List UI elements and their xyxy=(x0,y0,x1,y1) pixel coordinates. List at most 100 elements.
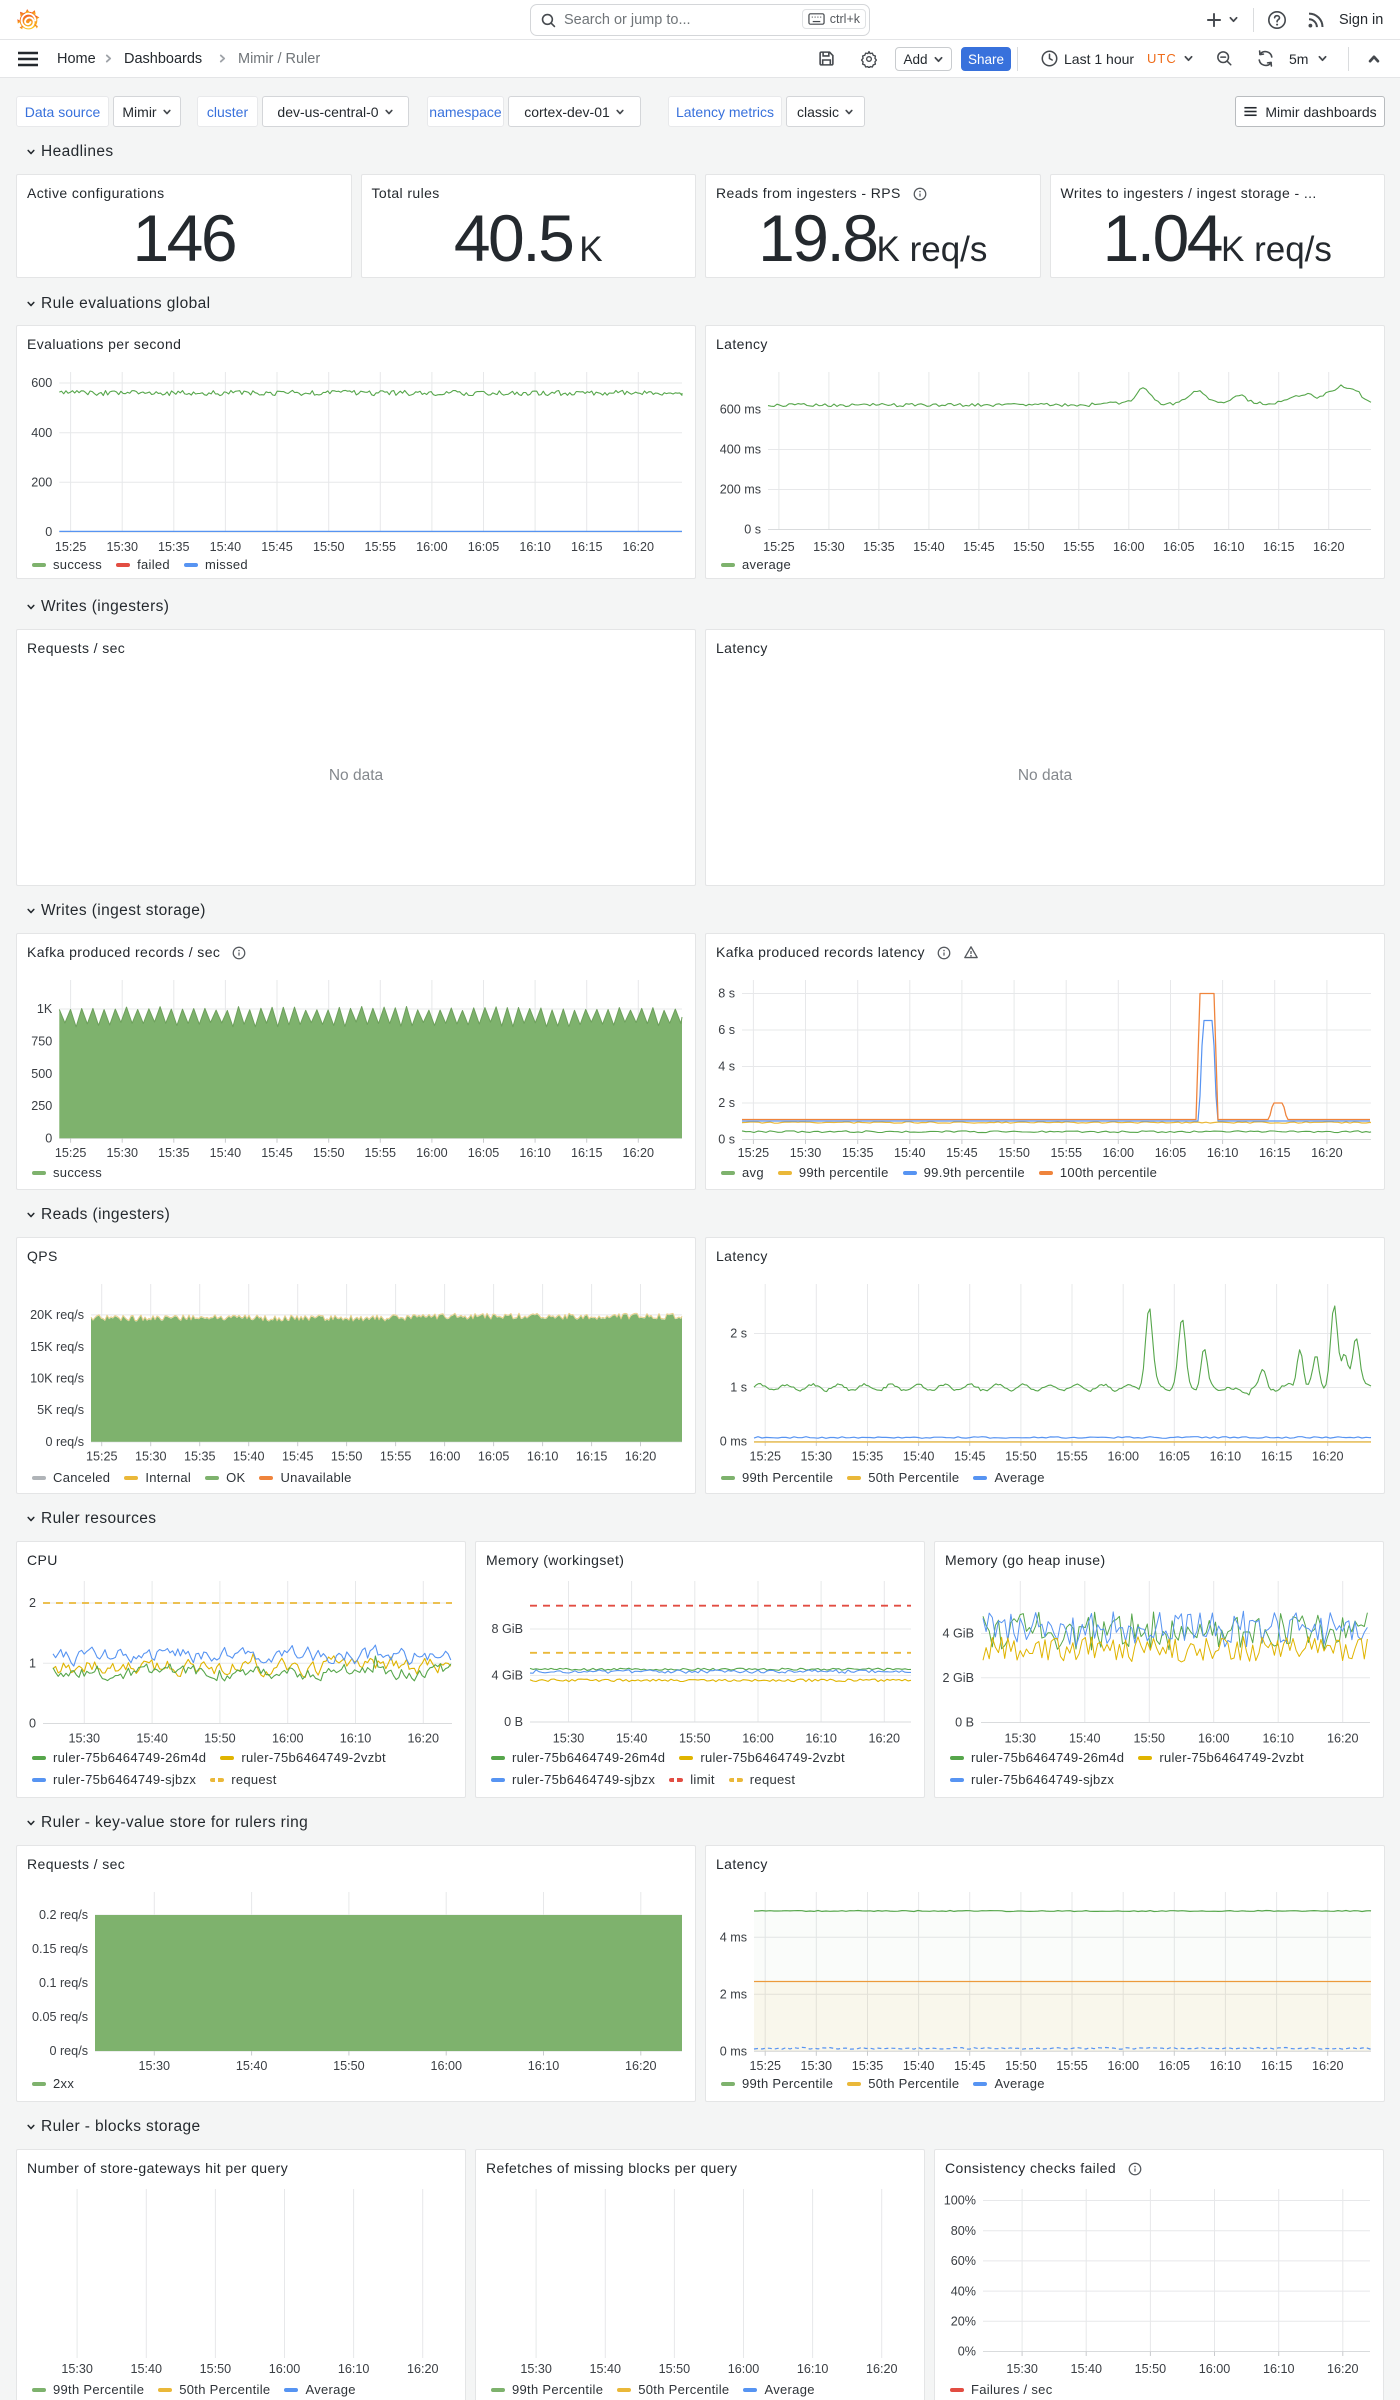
svg-text:15:25: 15:25 xyxy=(738,1146,770,1160)
svg-text:0.2 req/s: 0.2 req/s xyxy=(39,1908,88,1922)
svg-text:15:30: 15:30 xyxy=(801,1450,833,1464)
svg-text:15:30: 15:30 xyxy=(61,2362,93,2376)
svg-text:15:55: 15:55 xyxy=(1056,1450,1088,1464)
svg-text:15:55: 15:55 xyxy=(1063,540,1095,554)
svg-text:16:10: 16:10 xyxy=(519,1146,551,1160)
svg-text:15:25: 15:25 xyxy=(86,1450,118,1464)
svg-text:15:50: 15:50 xyxy=(1134,1732,1166,1746)
svg-text:15:50: 15:50 xyxy=(333,2059,365,2073)
svg-text:16:05: 16:05 xyxy=(1163,540,1195,554)
svg-text:16:10: 16:10 xyxy=(805,1732,837,1746)
svg-text:16:00: 16:00 xyxy=(416,1146,448,1160)
svg-text:15:55: 15:55 xyxy=(365,1146,397,1160)
svg-text:16:10: 16:10 xyxy=(1210,2059,1242,2073)
svg-text:16:05: 16:05 xyxy=(1159,1450,1191,1464)
svg-text:15:40: 15:40 xyxy=(590,2362,622,2376)
svg-text:2: 2 xyxy=(29,1596,36,1610)
svg-text:6 s: 6 s xyxy=(718,1023,735,1037)
svg-text:15:45: 15:45 xyxy=(261,540,293,554)
svg-text:15:35: 15:35 xyxy=(158,540,190,554)
svg-text:15:25: 15:25 xyxy=(55,540,87,554)
svg-text:15:50: 15:50 xyxy=(998,1146,1030,1160)
svg-text:16:20: 16:20 xyxy=(869,1732,901,1746)
svg-text:15:40: 15:40 xyxy=(913,540,945,554)
svg-text:15:35: 15:35 xyxy=(852,1450,884,1464)
svg-text:16:15: 16:15 xyxy=(1261,2059,1293,2073)
svg-text:0 B: 0 B xyxy=(504,1715,523,1729)
svg-text:80%: 80% xyxy=(951,2224,976,2238)
svg-text:15K req/s: 15K req/s xyxy=(30,1340,84,1354)
svg-text:20K req/s: 20K req/s xyxy=(30,1308,84,1322)
svg-text:4 GiB: 4 GiB xyxy=(492,1669,524,1683)
svg-text:15:30: 15:30 xyxy=(520,2362,552,2376)
svg-text:15:30: 15:30 xyxy=(1005,1732,1037,1746)
svg-text:16:15: 16:15 xyxy=(571,540,603,554)
svg-text:16:10: 16:10 xyxy=(1207,1146,1239,1160)
svg-text:15:50: 15:50 xyxy=(331,1450,363,1464)
svg-text:16:10: 16:10 xyxy=(1210,1450,1242,1464)
svg-text:15:40: 15:40 xyxy=(233,1450,265,1464)
svg-text:16:15: 16:15 xyxy=(1263,540,1295,554)
svg-text:16:20: 16:20 xyxy=(1312,2059,1344,2073)
svg-text:15:45: 15:45 xyxy=(261,1146,293,1160)
svg-text:15:30: 15:30 xyxy=(69,1732,101,1746)
svg-text:15:55: 15:55 xyxy=(380,1450,412,1464)
svg-text:1 s: 1 s xyxy=(730,1381,747,1395)
svg-text:16:00: 16:00 xyxy=(728,2362,760,2376)
svg-text:16:10: 16:10 xyxy=(1262,1732,1294,1746)
svg-text:15:35: 15:35 xyxy=(863,540,895,554)
svg-text:15:50: 15:50 xyxy=(200,2362,232,2376)
svg-text:15:40: 15:40 xyxy=(131,2362,163,2376)
svg-text:15:35: 15:35 xyxy=(842,1146,874,1160)
svg-text:1K: 1K xyxy=(37,1002,53,1016)
svg-text:2 ms: 2 ms xyxy=(720,1988,747,2002)
svg-text:16:00: 16:00 xyxy=(1103,1146,1135,1160)
svg-text:16:05: 16:05 xyxy=(468,1146,500,1160)
svg-text:0 ms: 0 ms xyxy=(720,2045,747,2059)
svg-text:8 s: 8 s xyxy=(718,987,735,1001)
svg-text:16:05: 16:05 xyxy=(468,540,500,554)
svg-text:2 GiB: 2 GiB xyxy=(943,1671,975,1685)
svg-text:16:15: 16:15 xyxy=(576,1450,608,1464)
svg-text:2 s: 2 s xyxy=(730,1327,747,1341)
svg-text:15:30: 15:30 xyxy=(106,540,138,554)
svg-text:16:15: 16:15 xyxy=(1259,1146,1291,1160)
svg-text:15:30: 15:30 xyxy=(553,1732,585,1746)
svg-text:0%: 0% xyxy=(958,2345,976,2359)
svg-text:20%: 20% xyxy=(951,2315,976,2329)
svg-text:15:40: 15:40 xyxy=(136,1732,168,1746)
svg-text:16:00: 16:00 xyxy=(1199,2362,1231,2376)
svg-text:16:00: 16:00 xyxy=(429,1450,461,1464)
svg-text:0 req/s: 0 req/s xyxy=(45,1435,84,1449)
svg-text:15:25: 15:25 xyxy=(763,540,795,554)
svg-text:400: 400 xyxy=(31,426,52,440)
svg-text:16:05: 16:05 xyxy=(1155,1146,1187,1160)
svg-text:15:55: 15:55 xyxy=(1056,2059,1088,2073)
svg-text:5K req/s: 5K req/s xyxy=(37,1403,84,1417)
svg-text:15:50: 15:50 xyxy=(659,2362,691,2376)
svg-text:15:25: 15:25 xyxy=(55,1146,87,1160)
svg-text:15:40: 15:40 xyxy=(210,540,242,554)
svg-text:10K req/s: 10K req/s xyxy=(30,1372,84,1386)
svg-text:16:20: 16:20 xyxy=(623,540,655,554)
svg-text:16:20: 16:20 xyxy=(1312,1450,1344,1464)
svg-text:16:20: 16:20 xyxy=(625,2059,657,2073)
svg-text:15:30: 15:30 xyxy=(801,2059,833,2073)
svg-text:16:00: 16:00 xyxy=(272,1732,304,1746)
svg-text:2 s: 2 s xyxy=(718,1096,735,1110)
svg-text:15:35: 15:35 xyxy=(184,1450,216,1464)
svg-text:750: 750 xyxy=(31,1035,52,1049)
svg-text:16:20: 16:20 xyxy=(1311,1146,1343,1160)
svg-text:1: 1 xyxy=(29,1657,36,1671)
svg-text:40%: 40% xyxy=(951,2284,976,2298)
svg-text:15:45: 15:45 xyxy=(954,2059,986,2073)
svg-text:200 ms: 200 ms xyxy=(720,483,761,497)
svg-text:16:10: 16:10 xyxy=(527,1450,559,1464)
svg-text:15:25: 15:25 xyxy=(749,1450,781,1464)
svg-text:16:00: 16:00 xyxy=(430,2059,462,2073)
svg-text:250: 250 xyxy=(31,1099,52,1113)
svg-text:16:20: 16:20 xyxy=(1327,1732,1359,1746)
svg-text:15:40: 15:40 xyxy=(210,1146,242,1160)
svg-text:15:35: 15:35 xyxy=(852,2059,884,2073)
svg-text:15:45: 15:45 xyxy=(946,1146,978,1160)
